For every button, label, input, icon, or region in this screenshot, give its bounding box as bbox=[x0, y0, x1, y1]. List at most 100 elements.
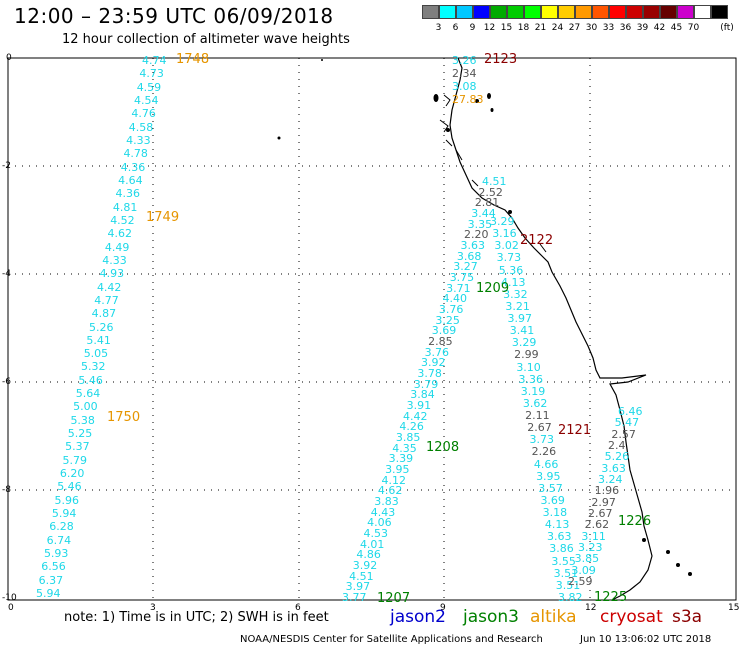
colorbar-swatch bbox=[694, 5, 711, 19]
wave-height-value: 3.91 bbox=[406, 399, 432, 412]
colorbar-swatch bbox=[439, 5, 456, 19]
colorbar-label: 6 bbox=[452, 23, 459, 33]
wave-height-value: 2.57 bbox=[611, 427, 636, 441]
pass-id-label: 2121 bbox=[558, 423, 592, 438]
islands bbox=[277, 59, 692, 576]
wave-height-value: 3.82 bbox=[558, 591, 583, 604]
wave-height-value: 3.77 bbox=[342, 591, 367, 604]
pass-id-label: 2122 bbox=[520, 233, 554, 248]
wave-height-value: 3.83 bbox=[374, 495, 399, 508]
colorbar-swatch bbox=[456, 5, 473, 19]
pass-id-label: 1207 bbox=[377, 591, 411, 606]
wave-height-value: 4.87 bbox=[91, 307, 117, 321]
wave-height-value: 4.36 bbox=[115, 187, 141, 201]
colorbar-label: 27 bbox=[568, 23, 581, 33]
y-tick-label: -10 bbox=[2, 593, 17, 603]
colorbar-swatch bbox=[609, 5, 626, 19]
wave-height-value: 3.29 bbox=[511, 336, 537, 350]
colorbar-swatch bbox=[643, 5, 660, 19]
legend-jason2: jason2 bbox=[390, 607, 446, 627]
wave-height-value: 4.52 bbox=[110, 213, 135, 227]
wave-height-value: 27.83 bbox=[452, 93, 484, 106]
wave-height-value: 4.62 bbox=[107, 227, 133, 241]
wave-height-value: 3.27 bbox=[453, 260, 478, 274]
wave-height-value: 5.36 bbox=[498, 263, 524, 277]
wave-height-value: 3.73 bbox=[529, 433, 554, 447]
pass-id-label: 1209 bbox=[476, 281, 510, 296]
colorbar-label: 15 bbox=[500, 23, 513, 33]
wave-height-value: 5.00 bbox=[73, 400, 98, 414]
map-frame bbox=[7, 57, 737, 601]
pass-id-label: 2123 bbox=[484, 52, 518, 67]
wave-height-value: 3.19 bbox=[520, 384, 546, 398]
wave-height-value: 3.62 bbox=[522, 396, 548, 410]
colorbar-label: 24 bbox=[551, 23, 564, 33]
wave-height-value: 3.23 bbox=[578, 541, 603, 554]
wave-height-value: 4.33 bbox=[102, 253, 127, 267]
wave-height-value: 3.32 bbox=[503, 287, 528, 301]
wave-height-value: 3.76 bbox=[438, 303, 464, 316]
pass-id-label: 1208 bbox=[426, 440, 460, 455]
colorbar-label: 36 bbox=[619, 23, 632, 33]
wave-height-value: 3.85 bbox=[574, 552, 600, 566]
y-tick-label: -8 bbox=[2, 485, 11, 495]
wave-height-value: 4.12 bbox=[381, 473, 406, 487]
wave-height-value: 5.94 bbox=[51, 507, 77, 521]
footer-credit: NOAA/NESDIS Center for Satellite Applica… bbox=[240, 634, 543, 645]
x-tick-label: 9 bbox=[440, 603, 446, 613]
wave-height-value: 4.43 bbox=[370, 505, 396, 519]
x-tick-label: 0 bbox=[8, 603, 14, 613]
wave-height-value: 3.51 bbox=[553, 566, 579, 580]
wave-height-value: 3.97 bbox=[345, 580, 371, 594]
legend-jason3: jason3 bbox=[463, 607, 519, 627]
wave-height-value: 6.20 bbox=[59, 467, 85, 481]
wave-height-value: 5.94 bbox=[36, 587, 61, 600]
colorbar-label: 45 bbox=[670, 23, 683, 33]
colorbar-label: 21 bbox=[534, 23, 547, 33]
y-tick-label: -4 bbox=[2, 269, 11, 279]
wave-height-value: 2.52 bbox=[478, 185, 503, 199]
y-tick-label: -2 bbox=[2, 161, 11, 171]
colorbar-swatch bbox=[626, 5, 643, 19]
pass-id-label: 1748 bbox=[176, 52, 210, 67]
wave-height-value: 3.69 bbox=[431, 324, 457, 338]
wave-height-value: 5.79 bbox=[62, 453, 88, 467]
wave-height-value: 4.33 bbox=[126, 133, 151, 147]
wave-height-value: 3.63 bbox=[601, 461, 626, 475]
wave-height-value: 5.47 bbox=[614, 416, 640, 430]
wave-height-value: 3.51 bbox=[555, 578, 581, 592]
wave-height-value: 4.42 bbox=[403, 409, 428, 423]
wave-height-value: 4.13 bbox=[500, 275, 526, 289]
coastline bbox=[449, 57, 653, 601]
wave-height-value: 5.38 bbox=[70, 413, 95, 427]
wave-height-value: 6.74 bbox=[46, 533, 72, 547]
wave-height-value: 5.96 bbox=[54, 493, 80, 507]
wave-height-value: 3.57 bbox=[538, 481, 563, 495]
wave-height-value: 2.67 bbox=[527, 421, 552, 435]
wave-height-value: 4.73 bbox=[139, 67, 164, 81]
wave-height-value: 3.09 bbox=[571, 563, 596, 577]
x-tick-label: 3 bbox=[150, 603, 156, 613]
wave-height-value: 4.74 bbox=[142, 54, 167, 67]
wave-height-value: 3.41 bbox=[509, 324, 535, 338]
x-tick-label: 15 bbox=[728, 603, 740, 613]
wave-height-value: 2.62 bbox=[584, 518, 610, 532]
wave-height-value: 3.69 bbox=[540, 493, 565, 507]
wave-height-value: 2.85 bbox=[428, 335, 453, 348]
wave-height-value: 4.76 bbox=[131, 107, 156, 121]
grid-lines bbox=[8, 58, 736, 600]
wave-height-value: 3.63 bbox=[460, 239, 485, 252]
colorbar-label: 3 bbox=[435, 23, 442, 33]
colorbar-swatch bbox=[660, 5, 677, 19]
wave-height-value: 5.05 bbox=[83, 347, 109, 361]
wave-height-value: 5.26 bbox=[604, 450, 630, 464]
wave-height-value: 4.54 bbox=[134, 93, 159, 107]
wave-height-value: 3.71 bbox=[446, 281, 471, 295]
x-tick-label: 12 bbox=[585, 603, 597, 613]
pass-id-label: 1749 bbox=[146, 210, 180, 225]
wave-height-value: 5.25 bbox=[67, 427, 93, 441]
colorbar-label: 9 bbox=[469, 23, 476, 33]
wave-height-value: 3.11 bbox=[581, 529, 606, 543]
colorbar-swatch bbox=[507, 5, 524, 19]
colorbar-swatch bbox=[490, 5, 507, 19]
